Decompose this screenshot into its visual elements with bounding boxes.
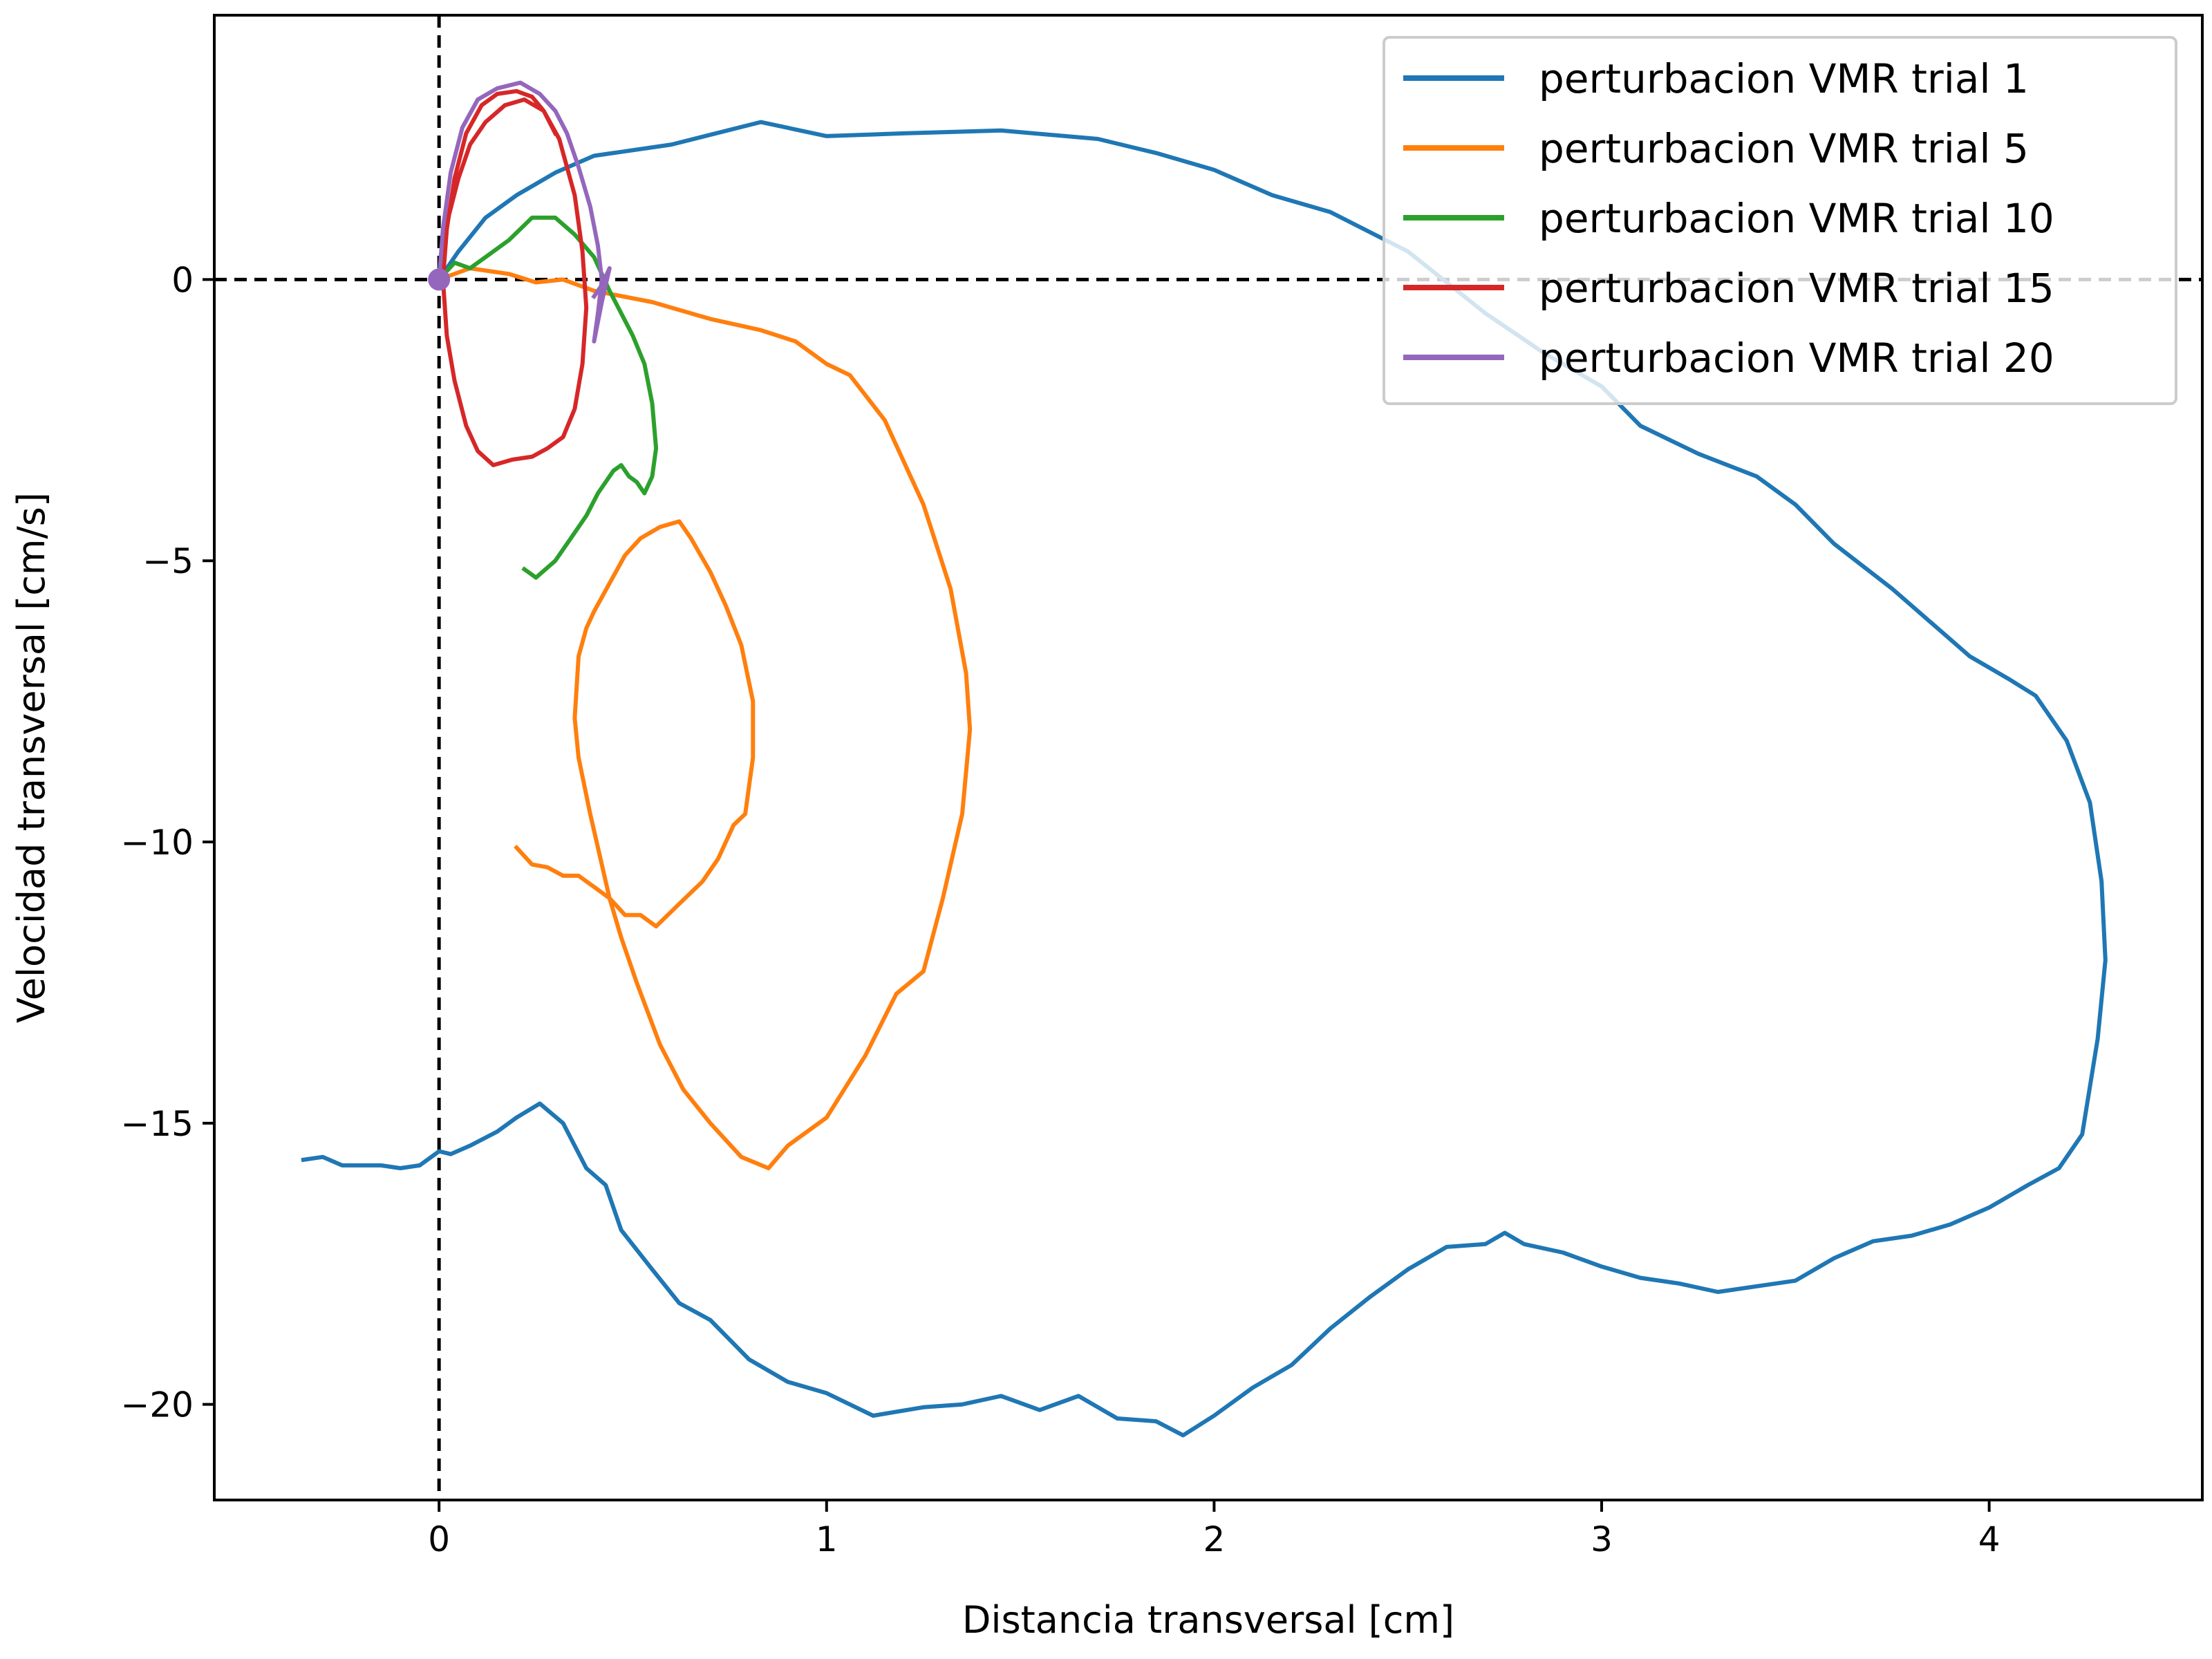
y-axis-label: Velocidad transversal [cm/s] [10,492,53,1023]
x-tick-label: 3 [1591,1519,1613,1559]
series-line-trial-5 [436,80,612,344]
y-tick-label: −5 [142,541,194,581]
x-axis-ticks: 0 1 2 3 4 [428,1500,2000,1559]
marker-layer [428,268,451,291]
legend-label-trial-1: perturbacion VMR trial 1 [1539,55,2029,102]
x-axis-label: Distancia transversal [cm] [962,1598,1454,1642]
series-line-trial-3 [435,215,659,580]
legend-label-trial-3: perturbacion VMR trial 10 [1539,195,2054,242]
series-line-trial-4 [436,88,589,467]
y-tick-label: −15 [120,1104,194,1144]
x-tick-label: 0 [428,1519,450,1559]
x-tick-label: 4 [1978,1519,2000,1559]
y-tick-label: −20 [120,1385,194,1425]
series-layer [301,80,2108,1438]
legend-label-trial-2: perturbacion VMR trial 5 [1539,125,2029,172]
axes-frame [213,14,2204,1501]
y-axis-ticks: 0 −5 −10 −15 −20 [120,260,214,1425]
legend-label-trial-4: perturbacion VMR trial 15 [1539,265,2054,312]
x-tick-label: 2 [1203,1519,1226,1559]
series-line-trial-1 [301,120,2108,1438]
y-tick-label: 0 [171,260,194,300]
series-line-trial-2 [436,266,973,1170]
y-tick-label: −10 [120,823,194,863]
legend-box [1382,36,2177,405]
legend-label-trial-5: perturbacion VMR trial 20 [1539,335,2054,382]
plot-area [214,15,2202,1500]
legend: perturbacion VMR trial 1 perturbacion VMR… [1382,36,2177,405]
x-tick-label: 1 [816,1519,838,1559]
start-point-marker [428,268,451,291]
